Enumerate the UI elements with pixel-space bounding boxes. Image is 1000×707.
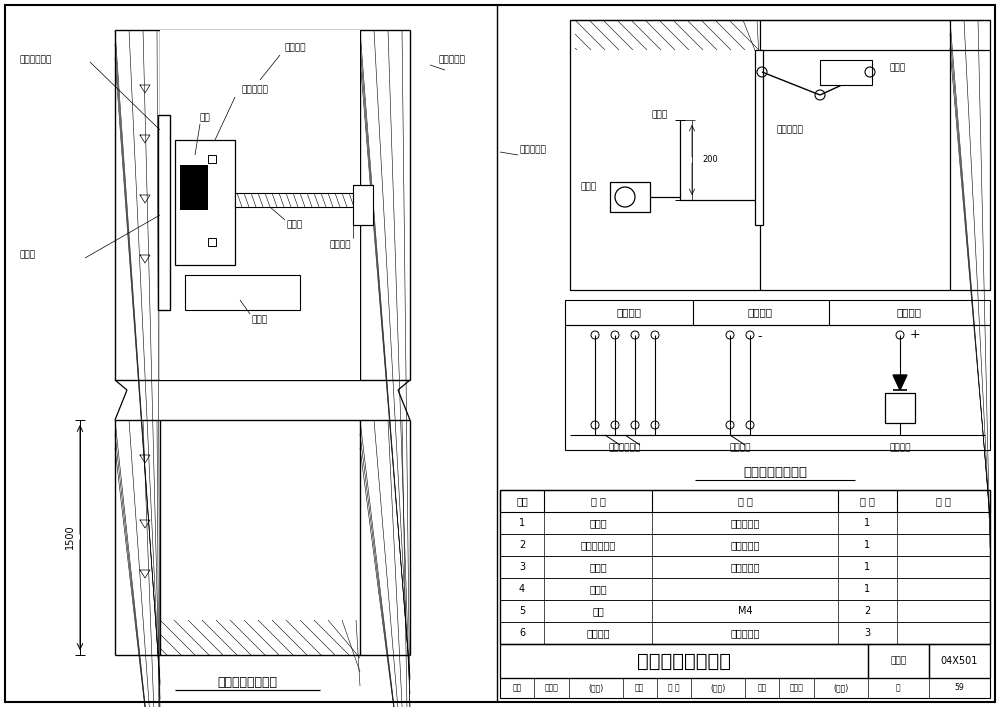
Text: 电动防火门: 电动防火门 xyxy=(777,126,803,134)
Text: 校对: 校对 xyxy=(635,684,644,692)
Bar xyxy=(885,393,915,423)
Bar xyxy=(868,644,929,678)
Text: 防火门释放器: 防火门释放器 xyxy=(609,443,641,452)
Bar xyxy=(500,644,868,678)
Text: 返回信号: 返回信号 xyxy=(748,308,773,317)
Text: 2: 2 xyxy=(864,606,871,616)
Text: 见设计选型: 见设计选型 xyxy=(730,518,760,528)
Text: 1: 1 xyxy=(864,540,871,550)
Bar xyxy=(185,275,300,310)
Bar xyxy=(565,300,990,325)
Text: 螺钉: 螺钉 xyxy=(200,114,210,122)
Text: 接线盒: 接线盒 xyxy=(589,584,607,594)
Text: 5: 5 xyxy=(519,606,525,616)
Bar xyxy=(175,140,235,265)
Bar xyxy=(610,182,650,212)
Bar xyxy=(500,600,990,622)
Text: 闭门器: 闭门器 xyxy=(890,64,906,73)
Text: 电动防火门: 电动防火门 xyxy=(439,56,465,64)
Text: 设计: 设计 xyxy=(758,684,767,692)
Text: 控制信号: 控制信号 xyxy=(897,308,922,317)
Text: 见设计选型: 见设计选型 xyxy=(730,540,760,550)
Text: 电动防火门安装图: 电动防火门安装图 xyxy=(637,651,731,670)
Text: 序号: 序号 xyxy=(516,496,528,506)
Bar xyxy=(820,60,872,85)
Text: 接线盒: 接线盒 xyxy=(252,315,268,325)
Text: 3: 3 xyxy=(864,628,871,638)
Text: 电动防火门栓: 电动防火门栓 xyxy=(20,56,52,64)
Text: 1500: 1500 xyxy=(65,525,75,549)
Bar xyxy=(180,165,208,210)
Bar xyxy=(500,556,990,578)
Text: 连接链: 连接链 xyxy=(287,221,303,230)
Bar xyxy=(158,115,170,310)
Text: 数 量: 数 量 xyxy=(860,496,875,506)
Bar xyxy=(500,490,990,644)
Text: 3: 3 xyxy=(519,562,525,572)
Text: 59: 59 xyxy=(954,684,964,692)
Bar xyxy=(565,325,990,450)
Text: 电动防火门接线图: 电动防火门接线图 xyxy=(743,465,807,479)
Text: 图集号: 图集号 xyxy=(890,657,906,665)
Text: 释放器: 释放器 xyxy=(581,182,597,192)
Bar xyxy=(500,534,990,556)
Text: 规 格: 规 格 xyxy=(738,496,752,506)
Bar xyxy=(500,490,990,512)
Text: 螺钉: 螺钉 xyxy=(592,606,604,616)
Bar xyxy=(235,193,353,207)
Text: 见设计选型: 见设计选型 xyxy=(730,562,760,572)
Bar xyxy=(208,238,216,246)
Text: 王晓宇: 王晓宇 xyxy=(790,684,803,692)
Text: (签名): (签名) xyxy=(588,684,603,692)
Text: 电动防火门安装图: 电动防火门安装图 xyxy=(217,675,277,689)
Text: -: - xyxy=(758,330,762,344)
Text: 1: 1 xyxy=(864,562,871,572)
Text: 丁 燕: 丁 燕 xyxy=(668,684,680,692)
Text: 1: 1 xyxy=(864,518,871,528)
Text: 安装螺钉: 安装螺钉 xyxy=(329,240,351,250)
Text: 联动信号: 联动信号 xyxy=(616,308,641,317)
Text: 微动开关: 微动开关 xyxy=(729,443,751,452)
Text: 页: 页 xyxy=(896,684,900,692)
Text: 审核: 审核 xyxy=(513,684,522,692)
Polygon shape xyxy=(893,375,907,390)
Text: 4: 4 xyxy=(519,584,525,594)
Text: 电动防火门栓: 电动防火门栓 xyxy=(580,540,616,550)
Bar xyxy=(500,678,990,698)
Text: 释放器: 释放器 xyxy=(20,250,36,259)
Text: 电动防火门: 电动防火门 xyxy=(520,146,547,155)
Text: 固定式锁钩: 固定式锁钩 xyxy=(242,86,268,95)
Text: 释放器: 释放器 xyxy=(589,518,607,528)
Text: M4: M4 xyxy=(738,606,752,616)
Text: 200: 200 xyxy=(702,156,718,165)
Text: 姚家祎: 姚家祎 xyxy=(545,684,558,692)
Text: 6: 6 xyxy=(519,628,525,638)
Text: (签名): (签名) xyxy=(710,684,726,692)
Text: 安装螺钉: 安装螺钉 xyxy=(284,44,306,52)
Text: (签名): (签名) xyxy=(833,684,848,692)
Text: 1: 1 xyxy=(864,584,871,594)
Text: 04X501: 04X501 xyxy=(941,656,978,666)
Text: 闭门器: 闭门器 xyxy=(589,562,607,572)
Bar xyxy=(755,50,763,225)
Text: 名 称: 名 称 xyxy=(591,496,605,506)
Text: 备 注: 备 注 xyxy=(936,496,951,506)
Bar xyxy=(500,622,990,644)
Text: 安装螺钉: 安装螺钉 xyxy=(586,628,610,638)
Text: 1: 1 xyxy=(519,518,525,528)
Text: +: + xyxy=(910,329,921,341)
Bar xyxy=(500,578,990,600)
Text: 铁磁线圈: 铁磁线圈 xyxy=(889,443,911,452)
Bar xyxy=(570,20,990,290)
Bar xyxy=(500,512,990,534)
Text: 连接链: 连接链 xyxy=(652,110,668,119)
Text: 2: 2 xyxy=(519,540,525,550)
Bar xyxy=(208,155,216,163)
Bar xyxy=(929,644,990,678)
Bar xyxy=(160,30,360,380)
Text: 由设备配置: 由设备配置 xyxy=(730,628,760,638)
Bar xyxy=(353,185,373,225)
